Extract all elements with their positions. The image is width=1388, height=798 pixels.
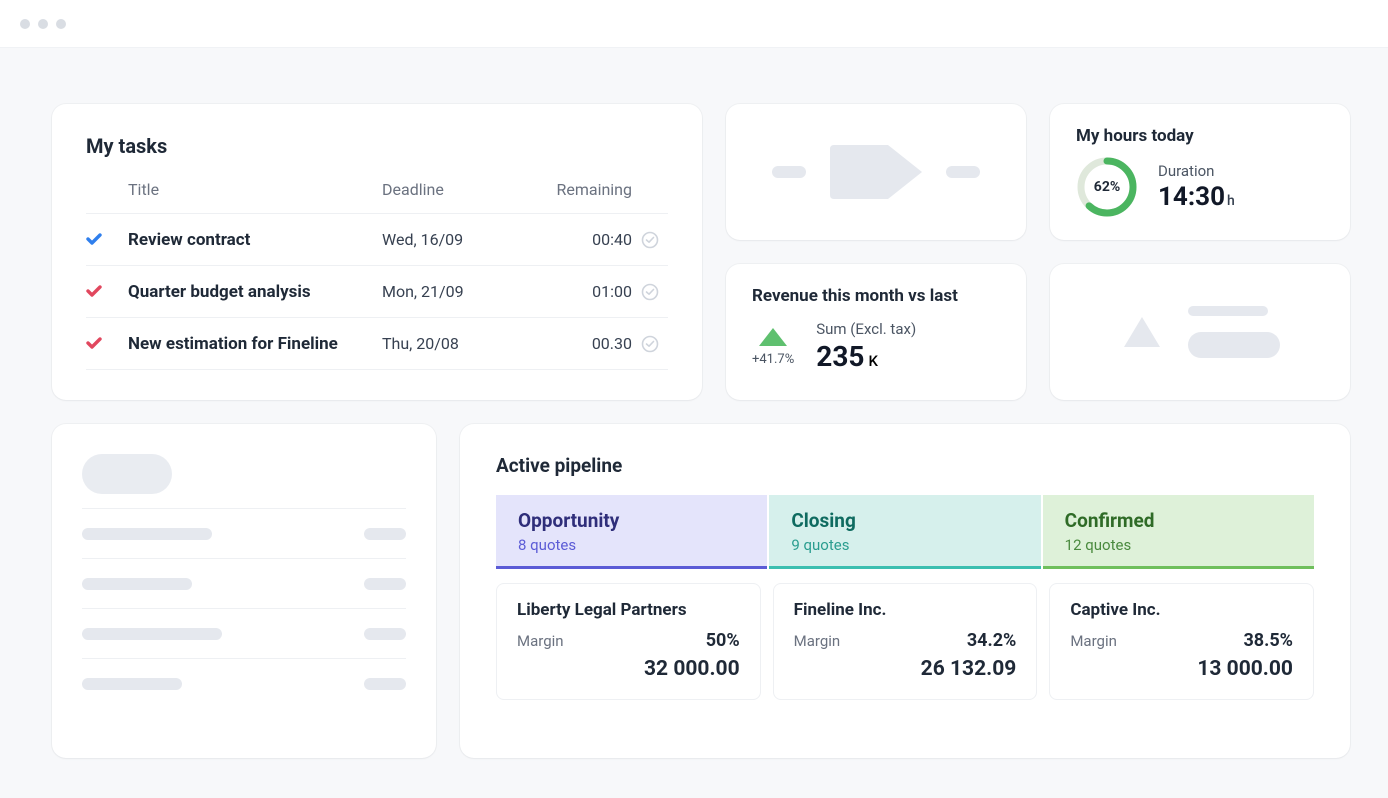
tasks-header-row: Title Deadline Remaining [86, 180, 668, 214]
deal-card[interactable]: Captive Inc. Margin 38.5% 13 000.00 [1049, 583, 1314, 700]
task-deadline: Thu, 20/08 [382, 334, 512, 353]
window-dot [38, 19, 48, 29]
arrow-right-icon [828, 143, 924, 201]
triangle-up-icon [756, 326, 790, 348]
placeholder-bar [364, 578, 406, 590]
placeholder-bar [82, 628, 222, 640]
deal-name: Fineline Inc. [794, 600, 1017, 620]
task-title: Review contract [128, 230, 382, 250]
task-row[interactable]: Review contract Wed, 16/09 00:40 [86, 214, 668, 266]
revenue-card: Revenue this month vs last +41.7% Sum (E… [726, 264, 1026, 400]
deal-amount: 32 000.00 [517, 657, 740, 681]
placeholder-row [82, 508, 406, 558]
placeholder-bar [364, 628, 406, 640]
placeholder-bar [82, 678, 182, 690]
placeholder-list-card [52, 424, 436, 758]
task-remaining: 01:00 [512, 282, 632, 301]
task-title: New estimation for Fineline [128, 334, 382, 354]
my-tasks-title: My tasks [86, 134, 668, 158]
task-remaining: 00:40 [512, 230, 632, 249]
hours-percent-label: 62% [1076, 156, 1138, 218]
placeholder-row [82, 608, 406, 658]
stage-name: Opportunity [518, 509, 745, 532]
revenue-title: Revenue this month vs last [752, 286, 1000, 306]
placeholder-bar [364, 528, 406, 540]
deal-margin-value: 38.5% [1243, 630, 1293, 651]
deal-margin-label: Margin [794, 632, 841, 650]
placeholder-shape-card [1050, 264, 1350, 400]
revenue-sum-unit: K [868, 352, 877, 370]
stage-subtitle: 8 quotes [518, 536, 745, 554]
my-hours-card: My hours today 62% Duration 14:30h [1050, 104, 1350, 240]
active-pipeline-title: Active pipeline [496, 454, 1314, 477]
task-row[interactable]: New estimation for Fineline Thu, 20/08 0… [86, 318, 668, 370]
hours-duration-unit: h [1227, 193, 1235, 209]
deal-card[interactable]: Liberty Legal Partners Margin 50% 32 000.… [496, 583, 761, 700]
check-icon [86, 232, 128, 248]
check-icon [86, 284, 128, 300]
pipeline-stage-tab[interactable]: Opportunity 8 quotes [496, 495, 767, 569]
dashboard-workspace: My tasks Title Deadline Remaining Review… [0, 48, 1388, 798]
hours-duration-value: 14:30 [1158, 182, 1225, 212]
complete-task-icon[interactable] [632, 231, 668, 249]
task-remaining: 00.30 [512, 334, 632, 353]
placeholder-arrow-card [726, 104, 1026, 240]
my-tasks-card: My tasks Title Deadline Remaining Review… [52, 104, 702, 400]
deal-amount: 26 132.09 [794, 657, 1017, 681]
deal-card[interactable]: Fineline Inc. Margin 34.2% 26 132.09 [773, 583, 1038, 700]
complete-task-icon[interactable] [632, 335, 668, 353]
pipeline-stage-tab[interactable]: Closing 9 quotes [769, 495, 1040, 569]
stage-name: Confirmed [1065, 509, 1292, 532]
task-deadline: Wed, 16/09 [382, 230, 512, 249]
triangle-icon [1120, 313, 1164, 351]
check-icon [86, 336, 128, 352]
placeholder-row [82, 658, 406, 708]
window-titlebar [0, 0, 1388, 48]
deal-amount: 13 000.00 [1070, 657, 1293, 681]
hours-duration-label: Duration [1158, 162, 1235, 180]
placeholder-badge [82, 454, 172, 494]
window-dot [56, 19, 66, 29]
task-title: Quarter budget analysis [128, 282, 382, 302]
hours-progress-ring: 62% [1076, 156, 1138, 218]
deal-name: Liberty Legal Partners [517, 600, 740, 620]
placeholder-bar [82, 578, 192, 590]
placeholder-pill [772, 166, 806, 178]
placeholder-pill [946, 166, 980, 178]
revenue-sum-label: Sum (Excl. tax) [816, 320, 916, 338]
task-deadline: Mon, 21/09 [382, 282, 512, 301]
placeholder-bar [364, 678, 406, 690]
my-hours-title: My hours today [1076, 126, 1324, 146]
revenue-sum-value: 235 [816, 340, 864, 373]
placeholder-chip [1188, 332, 1280, 358]
task-row[interactable]: Quarter budget analysis Mon, 21/09 01:00 [86, 266, 668, 318]
placeholder-row [82, 558, 406, 608]
deal-margin-label: Margin [517, 632, 564, 650]
complete-task-icon[interactable] [632, 283, 668, 301]
deal-margin-label: Margin [1070, 632, 1117, 650]
deal-name: Captive Inc. [1070, 600, 1293, 620]
window-dot [20, 19, 30, 29]
placeholder-bar [82, 528, 212, 540]
placeholder-line [1188, 306, 1268, 316]
tasks-col-remaining: Remaining [512, 180, 632, 199]
revenue-delta-pct: +41.7% [752, 352, 794, 367]
stage-subtitle: 12 quotes [1065, 536, 1292, 554]
stage-subtitle: 9 quotes [791, 536, 1018, 554]
tasks-col-title: Title [128, 180, 382, 199]
tasks-col-deadline: Deadline [382, 180, 512, 199]
active-pipeline-card: Active pipeline Opportunity 8 quotesClos… [460, 424, 1350, 758]
deal-margin-value: 34.2% [967, 630, 1017, 651]
deal-margin-value: 50% [706, 630, 740, 651]
stage-name: Closing [791, 509, 1018, 532]
pipeline-stage-tab[interactable]: Confirmed 12 quotes [1043, 495, 1314, 569]
